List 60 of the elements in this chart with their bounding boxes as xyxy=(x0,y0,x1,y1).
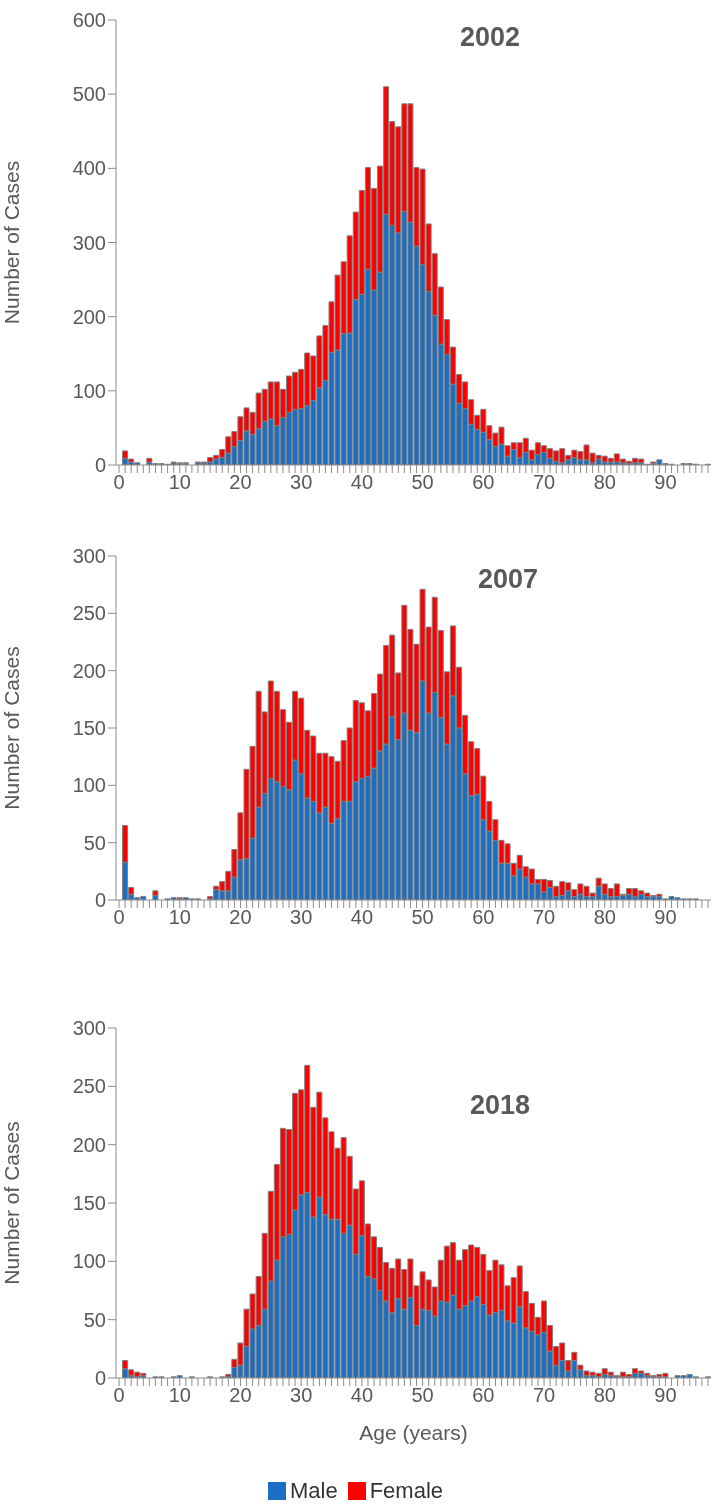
x-tick-label: 50 xyxy=(411,1384,434,1407)
y-axis-title: Number of Cases xyxy=(0,1121,24,1285)
x-tick-label: 20 xyxy=(229,471,252,494)
x-tick-label: 0 xyxy=(113,1384,125,1407)
legend-label: Female xyxy=(369,1478,444,1504)
y-tick-label: 400 xyxy=(72,157,106,180)
x-axis-title: Age (years) xyxy=(359,1421,468,1444)
x-tick-label: 40 xyxy=(350,906,374,929)
x-tick-label: 10 xyxy=(168,471,191,494)
x-tick-label: 70 xyxy=(532,471,556,494)
y-axis-title: Number of Cases xyxy=(0,646,24,810)
y-tick-label: 250 xyxy=(72,1075,106,1098)
chart-title: 2002 xyxy=(460,22,521,53)
x-tick-label: 40 xyxy=(350,471,374,494)
y-tick-label: 0 xyxy=(94,454,106,477)
legend-label: Male xyxy=(289,1478,338,1504)
y-tick-label: 0 xyxy=(94,1367,106,1390)
x-tick-label: 30 xyxy=(290,471,313,494)
y-tick-label: 500 xyxy=(72,83,106,106)
x-tick-label: 70 xyxy=(532,906,556,929)
x-tick-label: 60 xyxy=(472,471,495,494)
y-tick-label: 200 xyxy=(72,1133,106,1156)
y-tick-label: 300 xyxy=(72,231,106,254)
text: 2018 xyxy=(470,1090,531,1121)
y-tick-label: 200 xyxy=(72,305,106,328)
y-tick-label: 0 xyxy=(94,889,106,912)
y-tick-label: 100 xyxy=(72,379,106,402)
x-tick-label: 20 xyxy=(229,906,252,929)
x-tick-label: 50 xyxy=(411,471,434,494)
x-tick-label: 80 xyxy=(593,1384,616,1407)
x-tick-label: 30 xyxy=(290,1384,313,1407)
x-tick-label: 50 xyxy=(411,906,434,929)
x-tick-label: 90 xyxy=(654,906,677,929)
x-tick-label: 60 xyxy=(472,1384,495,1407)
y-tick-label: 100 xyxy=(72,774,106,797)
x-tick-label: 90 xyxy=(654,1384,677,1407)
chart-title: 2007 xyxy=(478,564,539,595)
y-tick-label: 50 xyxy=(83,1308,106,1331)
x-tick-label: 70 xyxy=(532,1384,556,1407)
y-tick-label: 200 xyxy=(72,659,106,682)
x-tick-label: 0 xyxy=(113,471,125,494)
y-tick-label: 150 xyxy=(72,1192,106,1215)
y-tick-label: 300 xyxy=(72,545,106,568)
x-tick-label: 0 xyxy=(113,906,125,929)
x-tick-label: 20 xyxy=(229,1384,252,1407)
y-tick-label: 300 xyxy=(72,1017,106,1040)
x-tick-label: 90 xyxy=(654,471,677,494)
y-tick-label: 100 xyxy=(72,1250,106,1273)
y-axis-title: Number of Cases xyxy=(0,160,24,325)
y-tick-label: 600 xyxy=(72,9,106,32)
x-tick-label: 60 xyxy=(472,906,495,929)
x-tick-label: 40 xyxy=(350,1384,374,1407)
y-tick-label: 150 xyxy=(72,717,106,740)
y-tick-label: 50 xyxy=(83,831,106,854)
x-tick-label: 10 xyxy=(168,1384,191,1407)
x-tick-label: 30 xyxy=(290,906,313,929)
x-tick-label: 80 xyxy=(593,471,616,494)
x-tick-label: 80 xyxy=(593,906,616,929)
x-tick-label: 10 xyxy=(168,906,191,929)
y-tick-label: 250 xyxy=(72,602,106,625)
